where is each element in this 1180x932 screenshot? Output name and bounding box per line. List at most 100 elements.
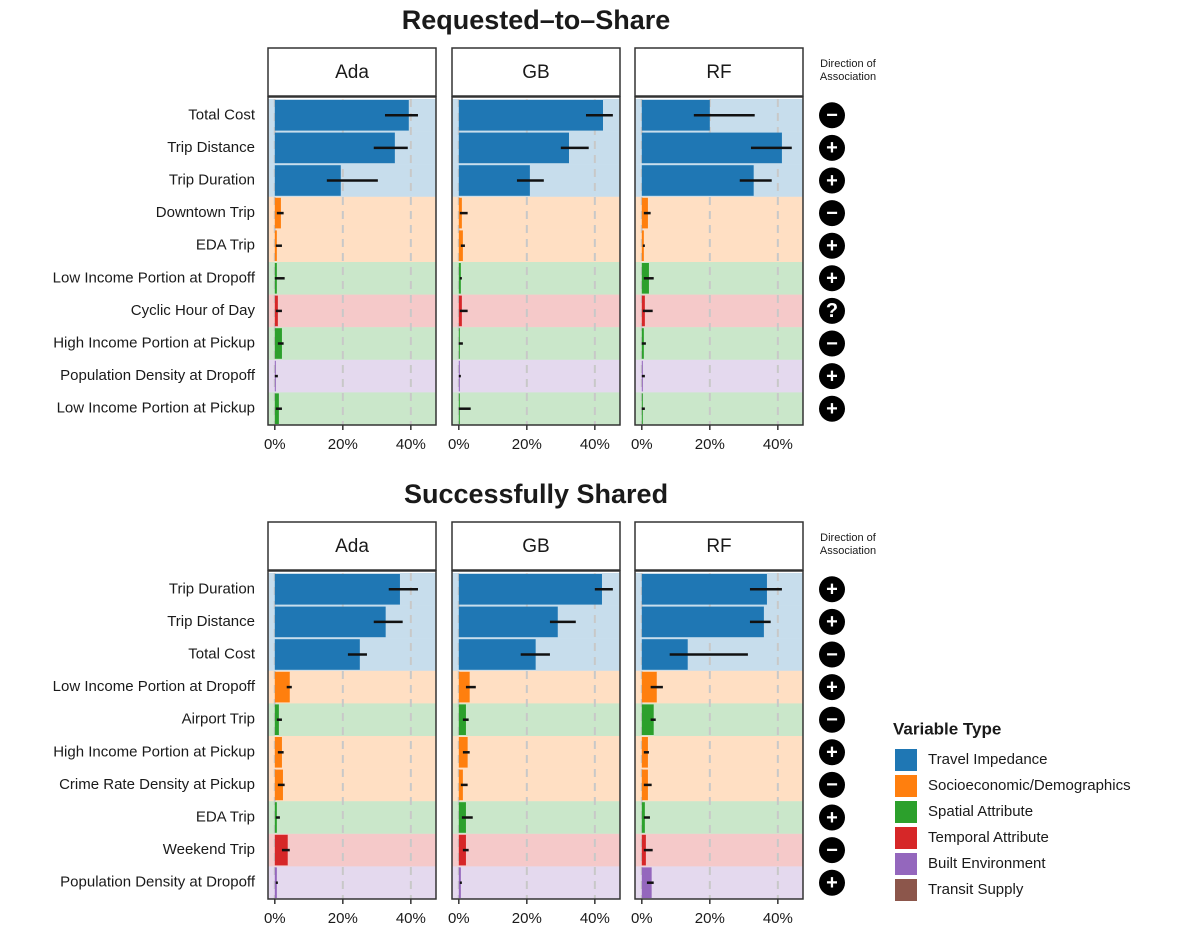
row-band — [635, 670, 803, 704]
facet-label: RF — [706, 536, 731, 557]
row-band — [452, 229, 620, 262]
x-tick-label: 0% — [631, 910, 653, 927]
x-tick-label: 0% — [448, 436, 470, 453]
category-label: EDA Trip — [196, 808, 255, 825]
bar — [274, 574, 400, 605]
row-band — [452, 359, 620, 393]
direction-icon — [819, 297, 845, 324]
row-band — [452, 670, 620, 704]
direction-symbol: + — [826, 170, 838, 192]
x-tick-label: 20% — [512, 436, 542, 453]
direction-symbol: − — [826, 333, 838, 355]
direction-title: Direction of — [820, 532, 877, 544]
bar — [641, 867, 652, 898]
legend-swatch — [895, 801, 917, 823]
direction-symbol: − — [826, 105, 838, 127]
category-label: Population Density at Dropoff — [60, 367, 256, 384]
bar — [458, 263, 461, 294]
bar — [274, 606, 386, 638]
row-band — [635, 294, 803, 328]
direction-icon — [819, 739, 845, 766]
facet-strip — [267, 521, 437, 571]
direction-symbol: − — [826, 644, 838, 666]
row-band — [268, 359, 436, 393]
direction-icon — [819, 200, 845, 227]
row-band — [452, 262, 620, 295]
legend-swatch — [895, 749, 917, 771]
row-band — [268, 262, 436, 295]
row-band — [635, 801, 803, 834]
bar — [274, 867, 277, 898]
legend-title: Variable Type — [893, 719, 1001, 738]
x-tick-label: 40% — [580, 436, 610, 453]
bar — [458, 132, 569, 164]
bar — [458, 606, 558, 638]
row-band — [635, 359, 803, 393]
row-band — [452, 768, 620, 802]
bar — [458, 834, 466, 866]
x-tick-label: 40% — [396, 910, 426, 927]
row-band — [268, 801, 436, 834]
direction-icon — [819, 869, 845, 896]
direction-icon — [819, 837, 845, 864]
direction-symbol: ? — [826, 300, 838, 322]
panel-border — [267, 96, 437, 426]
bar — [641, 671, 657, 703]
facet-strip — [634, 47, 804, 97]
row-band — [635, 262, 803, 295]
direction-symbol: − — [826, 839, 838, 861]
direction-symbol: + — [826, 235, 838, 257]
direction-icon — [819, 804, 845, 831]
legend-label: Temporal Attribute — [928, 829, 1049, 846]
direction-icon — [819, 134, 845, 161]
row-band — [268, 736, 436, 769]
direction-icon — [819, 576, 845, 603]
legend-swatch — [895, 775, 917, 797]
row-band — [635, 196, 803, 230]
direction-symbol: + — [826, 611, 838, 633]
x-tick-label: 40% — [763, 436, 793, 453]
bar — [274, 230, 277, 261]
category-label: Total Cost — [188, 645, 256, 662]
row-band — [452, 801, 620, 834]
category-label: Cyclic Hour of Day — [131, 302, 256, 319]
legend-label: Transit Supply — [928, 881, 1024, 898]
row-band — [268, 229, 436, 262]
facet-label: GB — [522, 536, 549, 557]
category-label: Trip Distance — [167, 139, 255, 156]
category-label: EDA Trip — [196, 237, 255, 254]
row-band — [268, 670, 436, 704]
direction-symbol: + — [826, 807, 838, 829]
direction-symbol: + — [826, 268, 838, 290]
direction-title: Direction of — [820, 58, 877, 70]
row-band — [268, 768, 436, 802]
row-band — [268, 866, 436, 899]
row-band — [452, 833, 620, 867]
direction-icon — [819, 706, 845, 733]
category-label: Low Income Portion at Dropoff — [53, 269, 256, 286]
x-tick-label: 20% — [695, 436, 725, 453]
direction-symbol: − — [826, 709, 838, 731]
bar — [641, 802, 645, 833]
legend-label: Travel Impedance — [928, 751, 1048, 768]
row-band — [452, 866, 620, 899]
direction-icon — [819, 330, 845, 357]
panel-border — [451, 96, 621, 426]
direction-symbol: + — [826, 579, 838, 601]
chart-title: Requested–to–Share — [402, 5, 671, 35]
direction-symbol: + — [826, 742, 838, 764]
direction-icon — [819, 167, 845, 194]
direction-icon — [819, 265, 845, 292]
category-label: Total Cost — [188, 106, 256, 123]
direction-symbol: + — [826, 676, 838, 698]
chart-title: Successfully Shared — [404, 479, 668, 509]
row-band — [635, 736, 803, 769]
row-band — [268, 703, 436, 736]
category-label: Airport Trip — [182, 711, 255, 728]
row-band — [268, 196, 436, 230]
direction-title: Association — [820, 545, 876, 557]
category-label: Population Density at Dropoff — [60, 874, 256, 891]
legend-swatch — [895, 853, 917, 875]
bar — [458, 704, 466, 735]
